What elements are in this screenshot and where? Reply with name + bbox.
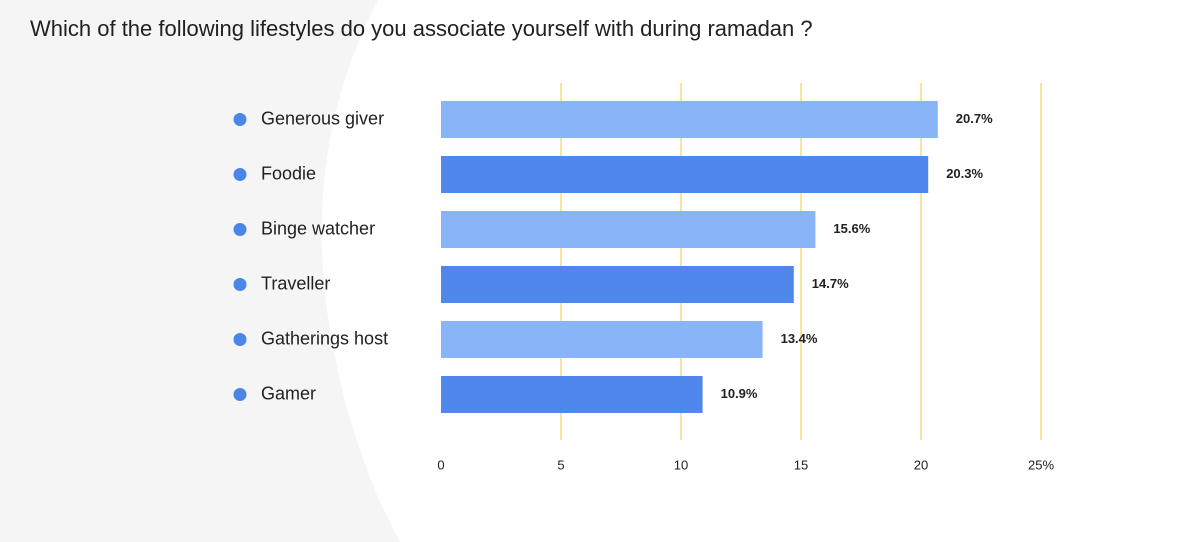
x-tick-label: 25% [1028,457,1054,472]
category-label: Foodie [261,163,316,183]
legend-dot [233,333,247,346]
chart-title: Which of the following lifestyles do you… [30,16,813,41]
value-label: 20.3% [946,166,983,181]
value-label: 15.6% [833,221,870,236]
value-label: 10.9% [721,386,758,401]
legend-dot [233,113,247,126]
x-tick-label: 10 [674,457,688,472]
category-label: Binge watcher [261,218,375,238]
bar [441,321,763,358]
value-label: 20.7% [956,111,993,126]
background-shape [0,0,400,542]
x-tick-label: 5 [557,457,564,472]
x-tick-label: 0 [437,457,444,472]
legend-dot [233,278,247,291]
legend-dot [233,388,247,401]
category-label: Generous giver [261,108,384,128]
bar [441,266,794,303]
bar [441,101,938,138]
x-tick-label: 15 [794,457,808,472]
bar [441,211,816,248]
category-label: Traveller [261,273,330,293]
legend-dot [233,223,247,236]
value-label: 13.4% [781,331,818,346]
category-label: Gatherings host [261,328,388,348]
value-label: 14.7% [812,276,849,291]
category-label: Gamer [261,383,316,403]
bar [441,156,929,193]
x-tick-label: 20 [914,457,928,472]
bar [441,376,703,413]
legend-dot [233,168,247,181]
